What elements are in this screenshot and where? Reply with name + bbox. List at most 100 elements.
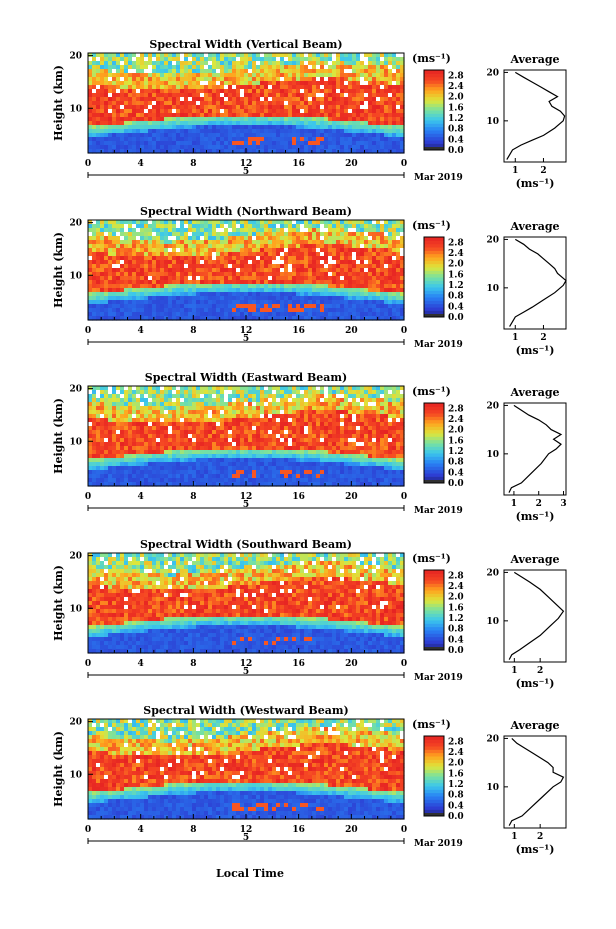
heatmap-cell xyxy=(308,97,313,102)
heatmap-cell xyxy=(184,434,189,439)
heatmap-cell xyxy=(128,145,133,150)
heatmap-cell xyxy=(364,300,369,305)
heatmap-cell xyxy=(108,105,113,110)
heatmap-cell xyxy=(368,149,373,154)
heatmap-cell xyxy=(104,402,109,407)
heatmap-cell xyxy=(252,296,257,301)
heatmap-cell xyxy=(156,244,161,249)
heatmap-cell xyxy=(340,129,345,134)
heatmap-cell xyxy=(396,248,401,253)
heatmap-cell xyxy=(128,121,133,126)
heatmap-cell xyxy=(284,304,289,309)
heatmap-cell xyxy=(188,386,193,391)
heatmap-cell xyxy=(324,312,329,317)
heatmap-cell xyxy=(272,280,277,285)
x-tick-label: 4 xyxy=(138,159,144,169)
heatmap-cell xyxy=(208,248,213,253)
heatmap-cell xyxy=(276,268,281,273)
heatmap-cell xyxy=(336,145,341,150)
heatmap-cell xyxy=(260,149,265,154)
heatmap-cell xyxy=(312,224,317,229)
heatmap-cell xyxy=(112,292,117,297)
heatmap-cell xyxy=(204,77,209,82)
colorbar-tick-label: 0.0 xyxy=(448,313,464,323)
heatmap-cell xyxy=(180,232,185,237)
heatmap-cell xyxy=(372,77,377,82)
heatmap-cell xyxy=(168,113,173,118)
heatmap-cell xyxy=(272,113,277,118)
heatmap-cell xyxy=(280,236,285,241)
heatmap-cell xyxy=(168,57,173,62)
heatmap-cell xyxy=(192,430,197,435)
heatmap-cell xyxy=(172,304,177,309)
heatmap-cell xyxy=(396,89,401,94)
colorbar-segment xyxy=(424,76,444,81)
heatmap-cell xyxy=(200,276,205,281)
heatmap-cell xyxy=(128,220,133,225)
heatmap-cell xyxy=(400,232,405,237)
heatmap-cell xyxy=(268,284,273,289)
heatmap-cell xyxy=(164,236,169,241)
heatmap-cell xyxy=(188,137,193,142)
heatmap-cell xyxy=(264,89,269,94)
heatmap-cell xyxy=(200,296,205,301)
heatmap-cell xyxy=(172,260,177,265)
heatmap-cell xyxy=(172,65,177,70)
heatmap-cell xyxy=(200,272,205,277)
heatmap-cell xyxy=(252,81,257,86)
heatmap-cell xyxy=(256,93,261,98)
heatmap-cell xyxy=(316,93,321,98)
heatmap-cell xyxy=(172,288,177,293)
heatmap-cell xyxy=(164,272,169,277)
heatmap-cell xyxy=(200,406,205,411)
heatmap-cell xyxy=(172,53,177,58)
heatmap-cell xyxy=(248,264,253,269)
heatmap-cell xyxy=(324,304,329,309)
heatmap-cell xyxy=(144,220,149,225)
heatmap-cell xyxy=(156,470,161,475)
heatmap-cell xyxy=(304,232,309,237)
heatmap-cell xyxy=(240,256,245,261)
heatmap-cell xyxy=(372,232,377,237)
heatmap-cell xyxy=(88,406,93,411)
heatmap-cell xyxy=(196,446,201,451)
heatmap-cell xyxy=(172,386,177,391)
heatmap-cell xyxy=(108,296,113,301)
heatmap-cell xyxy=(140,454,145,459)
heatmap-cell xyxy=(184,280,189,285)
heatmap-cell xyxy=(244,260,249,265)
heatmap-cell xyxy=(224,125,229,130)
heatmap-cell xyxy=(184,264,189,269)
heatmap-cell xyxy=(220,280,225,285)
heatmap-cell xyxy=(252,133,257,138)
heatmap-cell xyxy=(184,141,189,146)
heatmap-cell xyxy=(292,240,297,245)
heatmap-cell xyxy=(160,133,165,138)
heatmap-cell xyxy=(92,296,97,301)
heatmap-cell xyxy=(152,77,157,82)
heatmap-cell xyxy=(308,244,313,249)
heatmap-cell xyxy=(232,69,237,74)
heatmap-cell xyxy=(300,252,305,257)
heatmap-cell xyxy=(132,268,137,273)
heatmap-cell xyxy=(332,65,337,70)
heatmap-cell xyxy=(244,69,249,74)
heatmap-cell xyxy=(172,474,177,479)
heatmap-cell xyxy=(228,145,233,150)
heatmap-cell xyxy=(112,438,117,443)
heatmap-cell xyxy=(204,73,209,78)
heatmap-cell xyxy=(396,101,401,106)
heatmap-cell xyxy=(160,454,165,459)
heatmap-cell xyxy=(400,89,405,94)
heatmap-cell xyxy=(260,97,265,102)
heatmap-cell xyxy=(180,113,185,118)
heatmap-cell xyxy=(212,446,217,451)
heatmap-cell xyxy=(220,454,225,459)
heatmap-cell xyxy=(296,220,301,225)
heatmap-cell xyxy=(208,450,213,455)
heatmap-cell xyxy=(188,129,193,134)
heatmap-cell xyxy=(328,236,333,241)
heatmap-cell xyxy=(116,77,121,82)
heatmap-cell xyxy=(112,390,117,395)
heatmap-cell xyxy=(300,288,305,293)
